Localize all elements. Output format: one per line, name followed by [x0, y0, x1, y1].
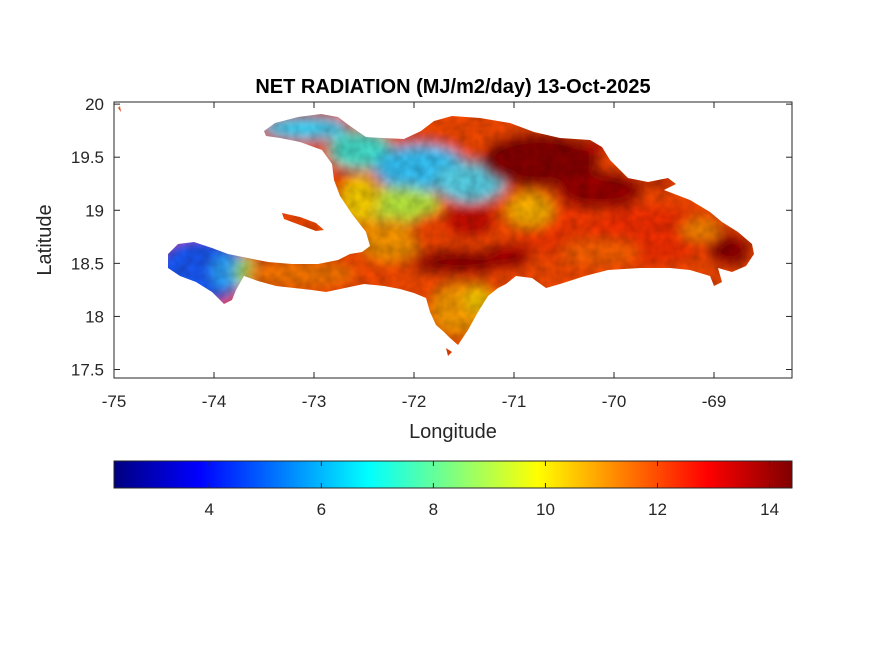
- colorbar-tick-label: 6: [317, 500, 326, 519]
- y-axis-title: Latitude: [34, 204, 56, 275]
- y-tick-label: 18.5: [71, 254, 104, 273]
- y-axis: 17.5 18 18.5 19 19.5 20: [71, 95, 792, 380]
- colorbar-tick-label: 4: [205, 500, 214, 519]
- y-tick-label: 20: [85, 95, 104, 114]
- x-tick-label: -72: [402, 392, 427, 411]
- x-tick-label: -70: [602, 392, 627, 411]
- chart-title: NET RADIATION (MJ/m2/day) 13-Oct-2025: [255, 76, 650, 98]
- x-tick-label: -73: [302, 392, 327, 411]
- y-tick-label: 17.5: [71, 361, 104, 380]
- colorbar-ticks: 4 6 8 10 12 14: [205, 461, 779, 519]
- y-tick-label: 19.5: [71, 148, 104, 167]
- colorbar-tick-label: 8: [429, 500, 438, 519]
- x-axis: -75 -74 -73 -72 -71 -70 -69: [102, 102, 727, 411]
- colorbar: [113, 460, 793, 489]
- y-tick-label: 18: [85, 307, 104, 326]
- x-tick-label: -75: [102, 392, 127, 411]
- colorbar-tick-label: 12: [648, 500, 667, 519]
- colorbar-tick-label: 10: [536, 500, 555, 519]
- colorbar-tick-label: 14: [760, 500, 779, 519]
- x-tick-label: -71: [502, 392, 527, 411]
- x-tick-label: -69: [702, 392, 727, 411]
- x-tick-label: -74: [202, 392, 227, 411]
- x-axis-title: Longitude: [409, 421, 497, 443]
- y-tick-label: 19: [85, 201, 104, 220]
